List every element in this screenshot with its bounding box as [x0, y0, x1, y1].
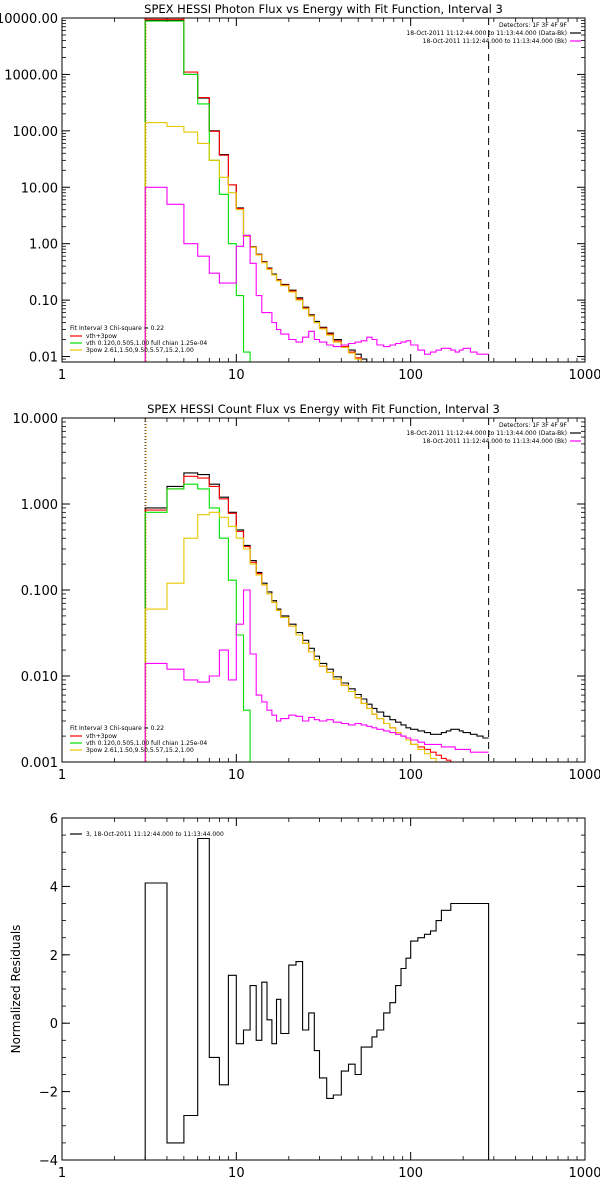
legend-label: vth+3pow [86, 333, 117, 340]
plot-frame [61, 417, 586, 763]
legend-label: vth 0.120,0.505,1.00 full chian 1.25e-04 [86, 740, 207, 747]
y-tick-label: 0.01 [29, 351, 58, 366]
y-axis-label: Normalized Residuals [9, 925, 23, 1054]
legend-title: Fit Interval 3 Chi-square = 0.22 [70, 725, 164, 732]
chart-title: SPEX HESSI Photon Flux vs Energy with Fi… [144, 2, 503, 16]
y-tick-label: 1.00 [29, 238, 58, 253]
y-tick-label: 6 [50, 812, 58, 827]
x-tick-label: 1 [58, 1166, 66, 1181]
y-tick-label: −4 [39, 1154, 58, 1169]
legend-label: 3pow 2.61,1.50,9.50,5.57,15.2,1.00 [86, 347, 194, 354]
y-tick-label: 10000.00 [0, 12, 58, 27]
series-line [144, 483, 251, 762]
x-tick-label: 100 [398, 768, 423, 783]
y-tick-label: 0 [50, 1017, 58, 1032]
y-tick-label: 10.000 [13, 412, 59, 427]
y-tick-label: 4 [50, 880, 58, 895]
y-tick-label: 1000.00 [4, 68, 58, 83]
series-line [144, 589, 489, 762]
plot-frame [61, 817, 586, 1161]
info-text: Detectors: 1F 3F 4F 9F [499, 22, 568, 29]
y-tick-label: 0.010 [21, 670, 58, 685]
chart-panel-3: Normalized Residuals 1 10 100 1000 6 4 2 0 −2 −4 3,… [9, 812, 600, 1181]
x-tick-label: 10 [228, 1166, 245, 1181]
series-line [144, 186, 489, 362]
x-tick-label: 1000 [568, 1166, 600, 1181]
y-tick-label: 100.00 [13, 125, 59, 140]
x-tick-label: 1000 [568, 768, 600, 783]
series-line [144, 837, 490, 1160]
x-tick-label: 100 [398, 368, 423, 383]
y-tick-label: 2 [50, 949, 58, 964]
plot-frame [61, 17, 586, 363]
plot-area [144, 418, 490, 762]
info-text: Detectors: 1F 3F 4F 9F [499, 422, 568, 429]
info-text: 18-Oct-2011 11:12:44.000 to 11:13:44.000… [423, 438, 567, 445]
plot-area [144, 837, 490, 1160]
y-tick-label: 0.100 [21, 584, 58, 599]
series-line [144, 122, 362, 362]
info-text: 18-Oct-2011 11:12:44.000 to 11:13:44.000… [423, 38, 567, 45]
y-tick-label: −2 [39, 1086, 58, 1101]
y-tick-label: 0.001 [21, 756, 58, 771]
info-text: 18-Oct-2011 11:12:44.000 to 11:13:44.000… [406, 30, 567, 37]
legend-label: vth+3pow [86, 733, 117, 740]
series-line [144, 511, 437, 762]
series-line [144, 472, 489, 762]
x-tick-label: 100 [398, 1166, 423, 1181]
x-tick-label: 1 [58, 368, 66, 383]
series-line [144, 18, 362, 362]
y-tick-label: 0.10 [29, 294, 58, 309]
y-tick-label: 10.00 [21, 181, 58, 196]
plot-area [144, 18, 490, 362]
x-tick-label: 1000 [568, 368, 600, 383]
y-tick-label: 1.000 [21, 498, 58, 513]
legend-label: vth 0.120,0.505,1.00 full chian 1.25e-04 [86, 340, 207, 347]
info-text: 18-Oct-2011 11:12:44.000 to 11:13:44.000… [406, 430, 567, 437]
series-line [144, 20, 251, 362]
x-tick-label: 1 [58, 768, 66, 783]
legend-label: 3, 18-Oct-2011 11:12:44.000 to 11:13:44.… [86, 831, 224, 838]
x-tick-label: 10 [228, 768, 245, 783]
chart-panel-1: SPEX HESSI Photon Flux vs Energy with Fi… [0, 2, 600, 383]
x-tick-label: 10 [228, 368, 245, 383]
series-line [144, 20, 368, 362]
legend-label: 3pow 2.61,1.50,9.50,5.57,15.2,1.00 [86, 747, 194, 754]
chart-title: SPEX HESSI Count Flux vs Energy with Fit… [147, 402, 500, 416]
legend-title: Fit Interval 3 Chi-square = 0.22 [70, 325, 164, 332]
chart-panel-2: SPEX HESSI Count Flux vs Energy with Fit… [13, 402, 600, 783]
